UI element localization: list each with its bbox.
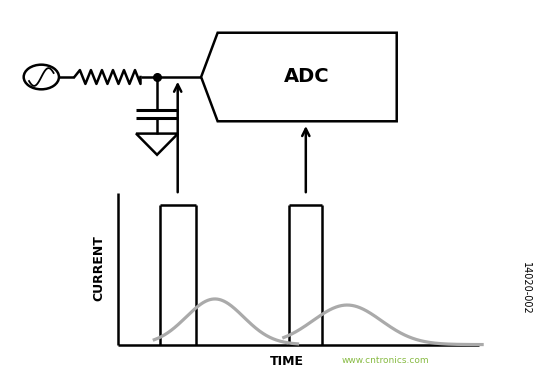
Text: ADC: ADC	[284, 67, 330, 87]
Text: 14020-002: 14020-002	[521, 262, 531, 315]
Text: CURRENT: CURRENT	[93, 236, 106, 301]
Text: www.cntronics.com: www.cntronics.com	[342, 356, 429, 365]
Text: TIME: TIME	[269, 355, 304, 368]
